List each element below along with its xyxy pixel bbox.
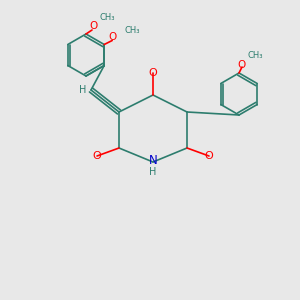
Text: O: O: [205, 151, 213, 161]
Text: O: O: [93, 151, 101, 161]
Text: O: O: [108, 32, 116, 41]
Text: H: H: [149, 167, 157, 177]
Text: O: O: [148, 68, 158, 78]
Text: CH₃: CH₃: [124, 26, 140, 35]
Text: CH₃: CH₃: [247, 50, 262, 59]
Text: O: O: [238, 60, 246, 70]
Text: CH₃: CH₃: [100, 14, 116, 22]
Text: N: N: [148, 154, 158, 166]
Text: H: H: [79, 85, 87, 95]
Text: O: O: [90, 21, 98, 31]
